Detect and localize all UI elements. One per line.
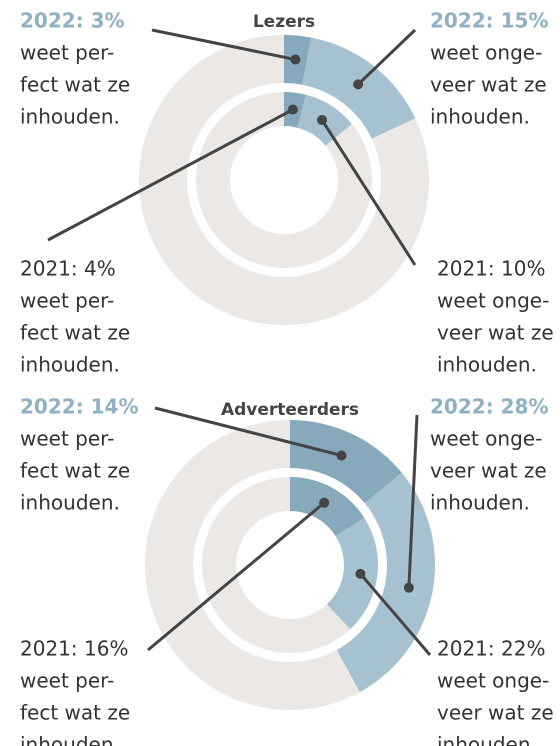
leader-line <box>154 406 342 457</box>
category-label: inhouden. <box>430 491 530 515</box>
leader-line <box>320 119 417 266</box>
category-label: fect wat ze <box>20 73 130 97</box>
category-label: fect wat ze <box>20 701 130 725</box>
leader-line <box>151 28 296 62</box>
category-label: weet per- <box>20 289 114 313</box>
value-label: 2022: 14% <box>20 395 139 419</box>
value-label: 2021: 16% <box>20 637 128 661</box>
category-label: weet onge- <box>437 289 549 313</box>
category-label: weet per- <box>20 427 114 451</box>
value-label: 2021: 4% <box>20 257 116 281</box>
leader-line <box>407 414 419 588</box>
value-label: 2021: 10% <box>437 257 545 281</box>
category-label: veer wat ze <box>437 701 554 725</box>
chart-title: Lezers <box>253 12 315 32</box>
leader-dot <box>287 104 298 115</box>
leader-line <box>357 28 417 86</box>
category-label: veer wat ze <box>437 321 554 345</box>
leader-dot <box>319 497 330 508</box>
value-label: 2022: 3% <box>20 9 125 33</box>
leader-dot <box>353 79 364 90</box>
category-label: weet per- <box>20 41 114 65</box>
category-label: inhouden. <box>20 491 120 515</box>
segment <box>326 517 378 630</box>
category-label: inhouden. <box>20 733 120 746</box>
leader-dot <box>336 450 347 461</box>
category-label: fect wat ze <box>20 459 130 483</box>
category-label: weet onge- <box>430 427 542 451</box>
category-label: weet onge- <box>430 41 542 65</box>
leader-dot <box>355 568 366 579</box>
leader-dot <box>317 115 328 126</box>
category-label: inhouden. <box>430 105 530 129</box>
chart-title: Adverteerders <box>221 400 359 420</box>
value-label: 2021: 22% <box>437 637 545 661</box>
category-label: veer wat ze <box>430 73 547 97</box>
leader-dot <box>290 54 301 65</box>
leader-dot <box>403 582 414 593</box>
category-label: fect wat ze <box>20 321 130 345</box>
segment <box>290 420 402 504</box>
value-label: 2022: 15% <box>430 9 549 33</box>
category-label: inhouden. <box>20 353 120 377</box>
category-label: weet per- <box>20 669 114 693</box>
category-label: weet onge- <box>437 669 549 693</box>
leader-line <box>359 572 432 656</box>
leader-line <box>47 108 294 242</box>
category-label: inhouden. <box>437 353 537 377</box>
value-label: 2022: 28% <box>430 395 549 419</box>
category-label: inhouden. <box>20 105 120 129</box>
category-label: inhouden. <box>437 733 537 746</box>
category-label: veer wat ze <box>430 459 547 483</box>
leader-line <box>147 501 326 652</box>
